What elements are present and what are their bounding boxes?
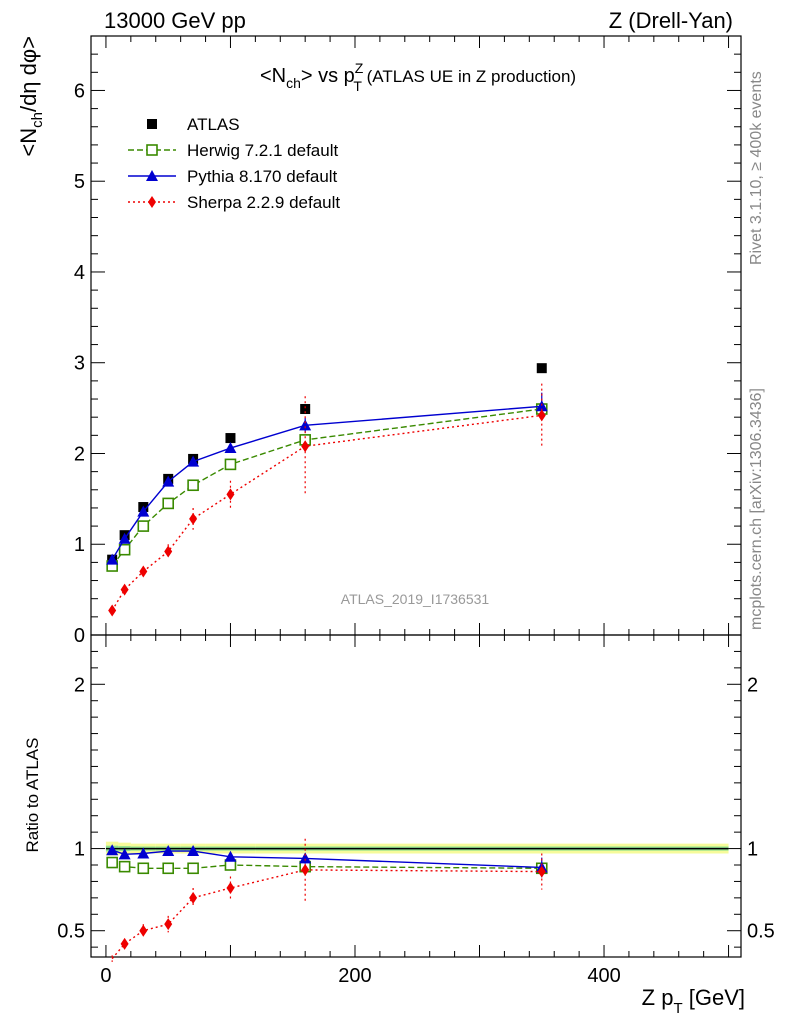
ratio-point [537,865,546,878]
ratio-point [137,862,150,875]
data-point [118,532,131,544]
ratio-point [301,863,310,876]
data-point [118,543,131,556]
series-line [111,408,542,567]
rivet-label: Rivet 3.1.10, ≥ 400k events [748,71,765,265]
x-tick-label: 0 [100,965,111,987]
y-tick-label: 1 [74,534,85,556]
ratio-point [106,844,119,856]
ratio-tick-label-right: 0.5 [747,921,775,943]
data-point [162,497,175,510]
data-point [106,553,119,565]
legend-label: ATLAS [187,115,240,134]
data-point [139,565,148,578]
title-sup: Z [355,60,364,76]
legend-label: Sherpa 2.2.9 default [187,193,340,212]
ylabel-tail: /dη dφ> [16,36,41,112]
data-point [137,520,150,532]
ratio-frame [90,634,742,958]
title-tail: (ATLAS UE in Z production) [362,67,576,86]
legend-marker [147,119,157,129]
data-point [224,442,237,454]
title-main: <N [260,65,286,87]
ratio-point [106,856,118,869]
title-mid: > vs p [301,65,355,87]
watermark: ATLAS_2019_I1736531 [341,591,490,607]
y-tick-label: 5 [74,171,85,193]
ratio-point [187,862,199,875]
data-point [187,455,200,467]
ylabel-sub: ch [29,112,46,128]
x-axis-label: Z pT [GeV] [642,985,745,1017]
y-tick-label: 3 [74,353,85,375]
data-point [108,604,117,617]
x-tick-label: 400 [587,965,620,987]
legend-label: Herwig 7.2.1 default [187,141,338,160]
ylabel-main: <N [16,128,41,157]
main-panel: 0 1 2 3 4 5 6 [74,35,742,647]
xlabel-sub: T [673,1000,682,1017]
data-point [224,458,237,471]
legend-marker [148,196,156,208]
y-tick-label: 6 [74,80,85,102]
data-point [226,488,235,501]
ratio-point [164,918,173,931]
ratio-point [118,848,131,860]
ratio-line [111,861,542,869]
ratio-point [189,891,198,904]
data-point [300,404,311,415]
x-tick-label: 200 [338,965,371,987]
series-line [111,405,542,561]
y-tick-label: 4 [74,262,85,284]
ratio-tick-label: 1 [74,839,85,861]
ratio-tick-label: 0.5 [57,921,85,943]
data-point [537,409,546,422]
ratio-point [224,850,237,862]
title-sub: ch [286,75,301,91]
data-point [164,545,173,558]
data-point [120,583,129,596]
mcplots-label: mcplots.cern.ch [arXiv:1306.3436] [748,388,765,630]
ratio-point [120,937,129,950]
data-point [225,433,236,444]
ratio-point [187,845,200,857]
header-left: 13000 GeV pp [104,8,246,33]
y-tick-label: 0 [74,625,85,647]
ratio-tick-label: 2 [74,674,85,696]
xlabel-tail: [GeV] [683,985,745,1010]
y-tick-label: 2 [74,443,85,465]
legend-marker [146,170,158,181]
data-point [536,363,547,374]
ratio-y-label: Ratio to ATLAS [23,738,42,853]
data-point [137,505,150,517]
series-line [111,414,542,611]
data-point [299,419,312,431]
title-sub2: T [353,78,362,94]
header-right: Z (Drell-Yan) [609,8,733,33]
ratio-point [118,860,131,873]
y-axis-label: <Nch/dη dφ> [16,36,46,157]
ratio-point [139,924,148,937]
data-point [187,479,199,492]
data-point [189,512,198,525]
ratio-line [111,869,542,960]
ratio-point [226,882,235,894]
ratio-tick-label-right: 1 [747,839,758,861]
legend: ATLAS Herwig 7.2.1 default Pythia 8.170 de… [128,115,340,212]
data-point [301,440,310,453]
xlabel-main: Z p [642,985,674,1010]
ratio-point [162,845,175,857]
ratio-point [162,862,175,875]
data-point [535,400,548,412]
ratio-point [137,847,150,859]
data-point [162,475,175,487]
legend-marker [146,144,158,156]
ratio-point [299,852,312,864]
ratio-panel: 0 200 400 0.5 0.5 1 1 2 2 [57,634,775,987]
legend-label: Pythia 8.170 default [187,167,338,186]
plot-title: <Nch> vs pZ T (ATLAS UE in Z production) [260,60,576,94]
ratio-tick-label-right: 2 [747,674,758,696]
